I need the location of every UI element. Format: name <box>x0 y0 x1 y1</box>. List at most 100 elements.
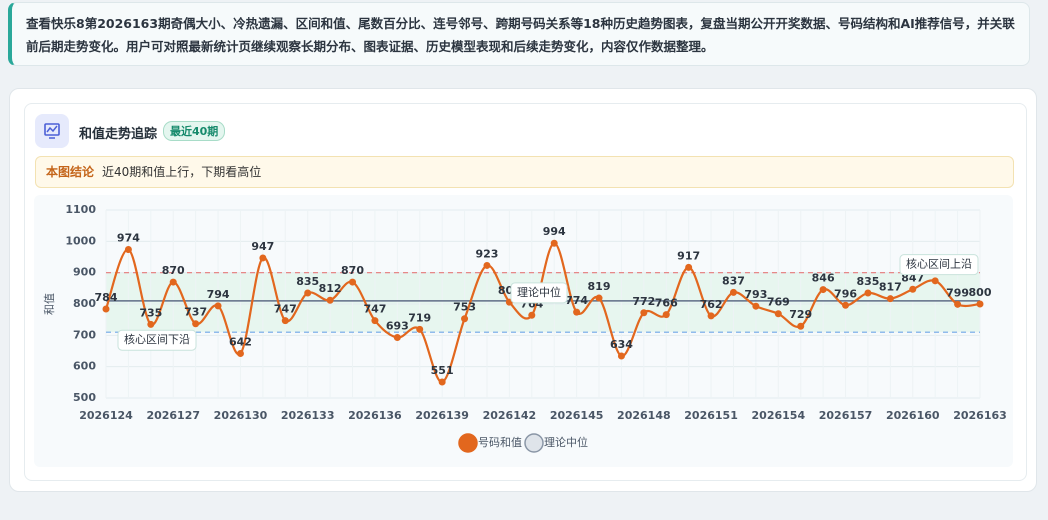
x-tick-label: 2026139 <box>415 409 469 422</box>
chart: 500 600 700 800 900 1000 1100 2026124 2026127 202… <box>34 195 1013 467</box>
point <box>886 295 894 303</box>
point <box>685 263 693 271</box>
point <box>774 310 782 318</box>
point <box>438 378 446 386</box>
legend-label: 号码和值 <box>478 436 522 449</box>
x-tick-label: 2026130 <box>214 409 268 422</box>
icon <box>35 114 69 148</box>
y-tick-label: 1000 <box>65 234 96 247</box>
data-label: 835 <box>296 275 319 288</box>
y-axis-label: 和值 <box>43 293 56 315</box>
reference-annotation-box <box>510 282 568 304</box>
x-tick-label: 2026163 <box>953 409 1007 422</box>
data-label: 835 <box>856 275 879 288</box>
point <box>483 261 491 269</box>
point <box>842 301 850 309</box>
data-label: 634 <box>610 338 633 351</box>
x-tick-label: 2026157 <box>819 409 873 422</box>
point <box>349 278 357 286</box>
data-label: 747 <box>274 303 297 316</box>
data-label: 846 <box>812 272 835 285</box>
y-tick-label: 900 <box>73 266 96 279</box>
point <box>147 320 155 328</box>
point <box>573 308 581 316</box>
point <box>640 309 648 317</box>
point <box>326 296 334 304</box>
x-tick-label: 2026160 <box>886 409 940 422</box>
data-label: 917 <box>677 249 700 262</box>
data-label: 794 <box>207 288 230 301</box>
x-tick-label: 2026124 <box>79 409 133 422</box>
data-label: 819 <box>588 280 611 293</box>
data-label: 923 <box>475 247 498 260</box>
point <box>909 285 917 293</box>
point <box>393 334 401 342</box>
panel: 和值走势追踪 最近40期 本图结论 近40期和值上行，下期看高位 <box>24 103 1027 481</box>
data-label: 753 <box>453 301 476 314</box>
point <box>954 300 962 308</box>
point <box>461 315 469 323</box>
data-label: 799 <box>946 286 969 299</box>
reference-annotation: 核心区间上沿 <box>906 257 972 271</box>
data-label: 800 <box>969 286 992 299</box>
legend-label: 理论中位 <box>544 435 588 449</box>
y-tick-label: 500 <box>73 391 96 404</box>
data-label: 747 <box>363 303 386 316</box>
point <box>550 239 558 247</box>
x-tick-label: 2026142 <box>483 409 537 422</box>
point <box>729 288 737 296</box>
card-title: 和值走势追踪 <box>79 127 158 142</box>
reference-annotation: 理论中位 <box>517 285 561 299</box>
data-label: 774 <box>565 294 588 307</box>
data-label: 729 <box>789 308 812 321</box>
point <box>371 317 379 325</box>
data-label: 947 <box>251 240 274 253</box>
legend-marker <box>524 433 544 453</box>
icon-glyph <box>44 123 60 139</box>
data-label: 793 <box>744 288 767 301</box>
data-label: 551 <box>431 364 454 377</box>
point <box>169 278 177 286</box>
x-tick-label: 2026148 <box>617 409 671 422</box>
y-tick-label: 600 <box>73 360 96 373</box>
x-tick-label: 2026145 <box>550 409 604 422</box>
x-tick-label: 2026154 <box>752 409 806 422</box>
legend-marker <box>458 433 478 453</box>
y-tick-label: 800 <box>73 297 96 310</box>
data-label: 719 <box>408 311 431 324</box>
point <box>595 294 603 302</box>
data-label: 737 <box>184 306 207 319</box>
point <box>124 245 132 253</box>
point <box>528 311 536 319</box>
data-label: 974 <box>117 231 140 244</box>
data-label: 769 <box>767 296 790 309</box>
conclusion: 本图结论 近40期和值上行，下期看高位 <box>35 156 1014 188</box>
data-label: 796 <box>834 287 857 300</box>
point <box>864 289 872 297</box>
point <box>707 312 715 320</box>
data-label: 784 <box>95 291 118 304</box>
data-label: 735 <box>139 306 162 319</box>
x-tick-label: 2026133 <box>281 409 335 422</box>
point <box>416 325 424 333</box>
point <box>931 277 939 285</box>
banner: 查看快乐8第2026163期奇偶大小、冷热遗漏、区间和值、尾数百分比、连号邻号、… <box>8 2 1030 66</box>
point <box>752 302 760 310</box>
x-tick-label: 2026136 <box>348 409 402 422</box>
data-label: 772 <box>632 295 655 308</box>
point <box>259 254 267 262</box>
point <box>236 350 244 358</box>
point <box>662 311 670 319</box>
reference-annotation-box <box>899 254 979 276</box>
point <box>617 352 625 360</box>
data-label: 762 <box>700 298 723 311</box>
data-label: 837 <box>722 274 745 287</box>
y-tick-label: 700 <box>73 328 96 341</box>
conclusion-label: 本图结论 <box>46 165 95 179</box>
point <box>281 317 289 325</box>
data-label: 812 <box>319 282 342 295</box>
reference-annotation-box <box>117 329 197 351</box>
y-tick-label: 1100 <box>65 203 96 216</box>
data-label: 870 <box>341 264 364 277</box>
